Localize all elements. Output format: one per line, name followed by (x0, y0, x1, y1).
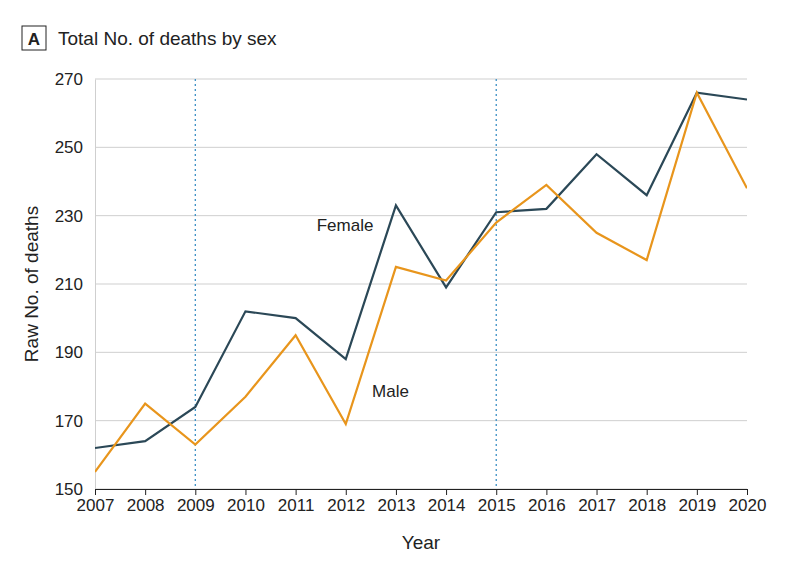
reference-line (496, 79, 497, 489)
x-tick-mark (145, 489, 146, 495)
x-axis: 2007 2008 2009 2010 2011 2012 2013 2014 2015 2016… (77, 489, 767, 515)
grid-line (95, 79, 747, 80)
title: Total No. of deaths by sex (58, 28, 277, 49)
y-tick: 190 (55, 343, 95, 362)
y-tick-label: 190 (55, 343, 83, 362)
panel-label-box (22, 26, 46, 50)
grid-line (95, 352, 747, 353)
y-tick: 250 (55, 138, 95, 157)
x-tick-label: 2020 (729, 496, 767, 515)
x-tick-mark (95, 489, 96, 495)
x-tick-label: 2017 (578, 496, 616, 515)
grid-line (95, 284, 747, 285)
x-axis-line (96, 489, 748, 490)
series-line (95, 93, 747, 448)
x-tick: 2010 (227, 489, 265, 515)
y-tick-label: 210 (55, 275, 83, 294)
x-tick: 2013 (378, 489, 416, 515)
x-tick: 2016 (528, 489, 566, 515)
y-axis: 150170190210230250270 (55, 70, 96, 499)
x-tick-mark (296, 489, 297, 495)
grid (95, 79, 747, 489)
y-tick-label: 230 (55, 207, 83, 226)
x-tick-mark (747, 489, 748, 495)
grid-line (95, 420, 747, 421)
x-tick: 2007 (77, 489, 115, 515)
y-tick: 170 (55, 412, 95, 431)
title-group: A Total No. of deaths by sex (22, 26, 277, 50)
x-tick-label: 2012 (327, 496, 365, 515)
series-line (95, 93, 747, 472)
x-tick-mark (647, 489, 648, 495)
y-tick-label: 170 (55, 412, 83, 431)
grid-line (95, 489, 747, 490)
x-tick-label: 2015 (478, 496, 516, 515)
x-tick: 2017 (578, 489, 616, 515)
grid-line (95, 215, 747, 216)
x-tick-label: 2011 (278, 496, 315, 515)
x-tick-mark (245, 489, 246, 495)
x-axis-title: Year (402, 532, 441, 553)
x-tick-mark (597, 489, 598, 495)
reference-line (195, 79, 196, 489)
x-tick-label: 2019 (678, 496, 716, 515)
x-tick: 2011 (278, 489, 315, 515)
x-tick-label: 2010 (227, 496, 265, 515)
plot-area: 1501701902102302502702007200820092010201… (55, 70, 767, 515)
grid-line (95, 147, 747, 148)
x-tick: 2008 (127, 489, 165, 515)
x-tick-label: 2018 (628, 496, 666, 515)
x-tick-mark (546, 489, 547, 495)
x-tick-label: 2016 (528, 496, 566, 515)
y-tick: 230 (55, 207, 95, 226)
x-tick: 2014 (428, 489, 466, 515)
y-tick-label: 270 (55, 70, 83, 89)
y-tick-label: 250 (55, 138, 83, 157)
panel-label: A (28, 30, 40, 49)
x-tick: 2020 (729, 489, 767, 515)
x-tick: 2009 (177, 489, 215, 515)
x-tick-label: 2007 (77, 496, 115, 515)
x-tick-label: 2014 (428, 496, 466, 515)
y-axis-title: Raw No. of deaths (21, 206, 42, 362)
x-tick-mark (496, 489, 497, 495)
x-tick: 2019 (678, 489, 716, 515)
x-tick-mark (195, 489, 196, 495)
chart: ATotal No. of deaths by sex1501701902102… (0, 0, 800, 566)
x-tick-mark (396, 489, 397, 495)
x-tick: 2012 (327, 489, 365, 515)
x-tick-mark (697, 489, 698, 495)
series-label: Female (317, 216, 374, 235)
y-axis-line (95, 80, 96, 490)
x-tick-label: 2009 (177, 496, 215, 515)
x-tick: 2018 (628, 489, 666, 515)
x-tick-label: 2008 (127, 496, 165, 515)
x-tick-mark (346, 489, 347, 495)
y-tick: 270 (55, 70, 95, 89)
series-label: Male (372, 382, 409, 401)
x-tick-label: 2013 (378, 496, 416, 515)
marks (95, 79, 747, 489)
x-tick: 2015 (478, 489, 516, 515)
x-tick-mark (446, 489, 447, 495)
y-tick: 210 (55, 275, 95, 294)
